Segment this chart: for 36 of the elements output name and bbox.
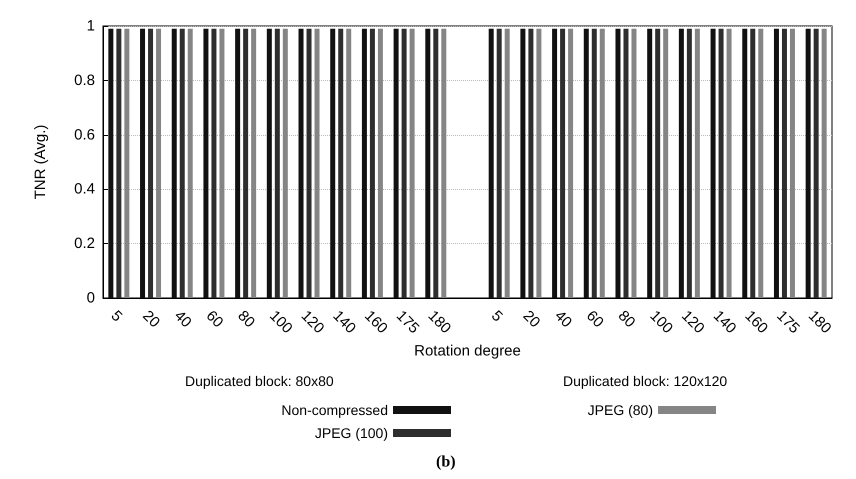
- x-tick-label: 140: [710, 307, 740, 337]
- x-tick-label: 80: [234, 307, 258, 332]
- x-tick-label: 100: [646, 307, 676, 337]
- legend-label: JPEG (100): [314, 425, 388, 441]
- x-tick-label: 5: [488, 307, 506, 326]
- x-tick-label: 120: [298, 307, 328, 337]
- text: Duplicated block: 120x120: [563, 373, 728, 389]
- x-axis-title: Rotation degree: [414, 342, 521, 360]
- legend-label: Non-compressed: [281, 402, 388, 418]
- x-tick-label: 20: [520, 307, 544, 332]
- x-tick-label: 5: [108, 307, 126, 326]
- x-tick-label: 160: [361, 307, 391, 337]
- text: (b): [436, 454, 456, 470]
- x-tick-label: 60: [582, 307, 607, 332]
- x-tick-label: 40: [551, 307, 576, 332]
- x-tick-label: 180: [424, 307, 454, 337]
- y-tick-label: 0.2: [74, 235, 95, 252]
- x-tick-label: 60: [202, 307, 226, 332]
- y-tick-label: 0: [86, 290, 95, 306]
- x-tick-label: 140: [329, 307, 360, 337]
- x-tick-label: 100: [266, 307, 296, 337]
- x-tick-label: 40: [170, 307, 195, 332]
- y-tick-label: 0.4: [74, 180, 95, 198]
- legend-label: JPEG (80): [588, 402, 653, 418]
- x-tick-label: 160: [741, 307, 772, 337]
- x-tick-label: 175: [392, 307, 423, 337]
- y-axis-title: TNR (Avg.): [32, 124, 49, 200]
- x-tick-label: 180: [804, 307, 835, 337]
- y-tick-label: 1: [86, 18, 95, 34]
- text: Duplicated block: 80x80: [185, 373, 334, 389]
- x-tick-label: 80: [614, 307, 638, 332]
- y-tick-label: 0.6: [74, 126, 95, 144]
- x-tick-label: 20: [139, 307, 164, 332]
- x-tick-label: 175: [773, 307, 803, 337]
- x-tick-label: 120: [678, 307, 708, 337]
- y-tick-label: 0.8: [74, 72, 95, 89]
